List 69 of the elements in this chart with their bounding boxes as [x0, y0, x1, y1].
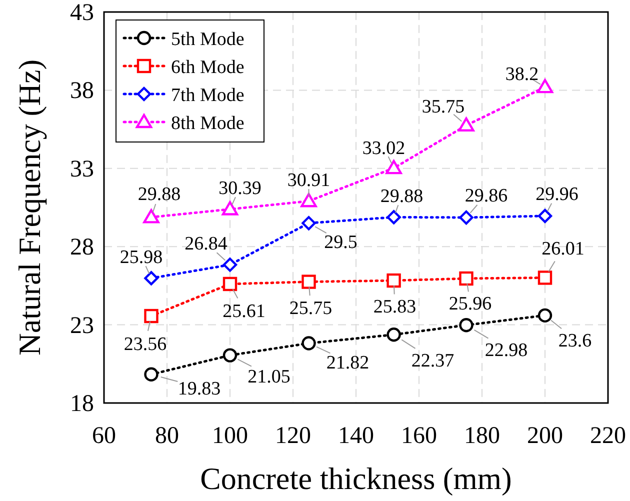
x-tick-label: 200 [527, 423, 563, 449]
point [144, 367, 158, 382]
data-label: 29.96 [536, 184, 578, 205]
data-label: 23.6 [558, 330, 592, 352]
point [144, 271, 158, 286]
data-label: 33.02 [362, 138, 406, 160]
data-label: 35.75 [422, 96, 465, 118]
y-tick-label: 23 [70, 312, 94, 339]
data-label: 25.83 [373, 296, 416, 318]
point [386, 160, 402, 174]
x-tick-label: 220 [590, 423, 626, 449]
point [458, 117, 474, 132]
y-tick-label: 28 [70, 234, 94, 261]
data-label: 29.5 [324, 232, 358, 254]
point [302, 274, 316, 289]
point [143, 209, 160, 224]
point [302, 216, 316, 230]
data-label: 21.82 [326, 352, 370, 374]
point [302, 336, 316, 350]
x-tick-label: 80 [155, 423, 179, 449]
point [222, 258, 238, 272]
data-label: 22.98 [484, 340, 528, 362]
point [459, 210, 474, 225]
point [386, 328, 401, 342]
legend-label: 6th Mode [171, 57, 244, 78]
y-axis-title: Natural Frequency (Hz) [12, 59, 47, 356]
point [538, 308, 552, 323]
point [386, 273, 401, 288]
y-tick-label: 18 [70, 391, 94, 417]
legend-label: 8th Mode [171, 113, 244, 134]
data-label: 21.05 [248, 366, 290, 388]
x-tick-label: 100 [212, 423, 248, 449]
x-tick-label: 140 [338, 423, 374, 449]
legend-label: 7th Mode [171, 85, 244, 106]
data-label: 23.56 [124, 334, 167, 356]
point [300, 192, 317, 208]
point [459, 318, 474, 332]
data-label: 25.75 [289, 298, 332, 319]
data-label: 30.39 [218, 178, 262, 200]
data-label: 22.37 [411, 350, 454, 372]
x-tick-label: 180 [464, 423, 500, 449]
legend-label: 5th Mode [171, 29, 244, 50]
data-label: 25.98 [120, 247, 163, 268]
point [144, 308, 158, 324]
y-tick-label: 33 [70, 156, 94, 182]
point [459, 271, 474, 286]
x-tick-label: 60 [92, 423, 116, 449]
data-label: 29.86 [464, 186, 508, 207]
data-label: 29.88 [138, 184, 181, 206]
x-tick-label: 160 [401, 423, 437, 449]
point [538, 270, 552, 285]
point [536, 78, 554, 94]
y-tick-label: 38 [70, 78, 94, 104]
data-label: 29.88 [380, 186, 424, 208]
data-label: 30.91 [287, 170, 330, 192]
data-label: 19.83 [178, 378, 221, 400]
x-tick-label: 120 [275, 423, 311, 449]
point [222, 201, 238, 216]
point [222, 348, 238, 362]
y-tick-label: 43 [70, 0, 94, 26]
data-label: 26.84 [184, 234, 228, 255]
point [538, 208, 552, 224]
data-label: 26.01 [542, 238, 584, 260]
x-axis-title: Concrete thickness (mm) [200, 461, 512, 496]
data-label: 25.61 [222, 300, 266, 322]
data-label: 25.96 [448, 294, 492, 315]
point [386, 210, 401, 224]
point [222, 276, 238, 292]
data-label: 38.2 [505, 64, 539, 86]
